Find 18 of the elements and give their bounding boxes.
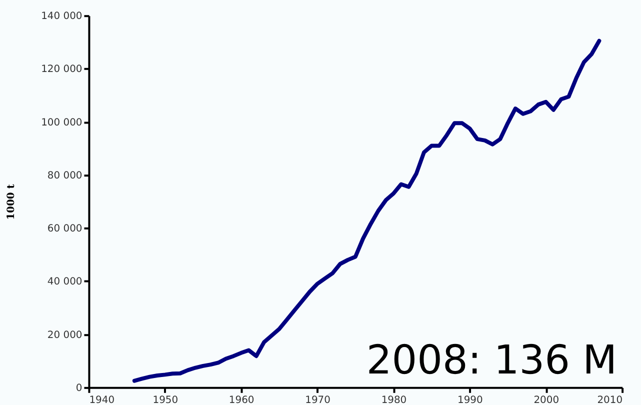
y-tick-label: 60 000: [47, 224, 82, 235]
x-tick-label: 1970: [305, 394, 330, 405]
x-tick-label: 2000: [534, 394, 560, 405]
x-tick-label: 1990: [458, 394, 483, 405]
y-tick-label: 100 000: [41, 117, 82, 128]
y-tick-label: 20 000: [47, 330, 82, 341]
x-tick-label: 1950: [152, 394, 178, 405]
y-tick-label: 140 000: [41, 11, 82, 22]
y-tick-label: 40 000: [47, 276, 82, 288]
y-axis-title: 1000 t: [6, 184, 18, 220]
x-tick-label: 1980: [381, 394, 407, 405]
y-tick-label: 120 000: [41, 64, 82, 76]
x-tick-label: 1960: [228, 394, 254, 405]
x-tick-label: 2010: [597, 394, 623, 405]
x-tick-label: 1940: [89, 394, 115, 405]
y-tick-label: 0: [76, 382, 82, 394]
annotation: 2008: 136 M: [366, 337, 618, 384]
y-tick-label: 80 000: [47, 170, 82, 182]
